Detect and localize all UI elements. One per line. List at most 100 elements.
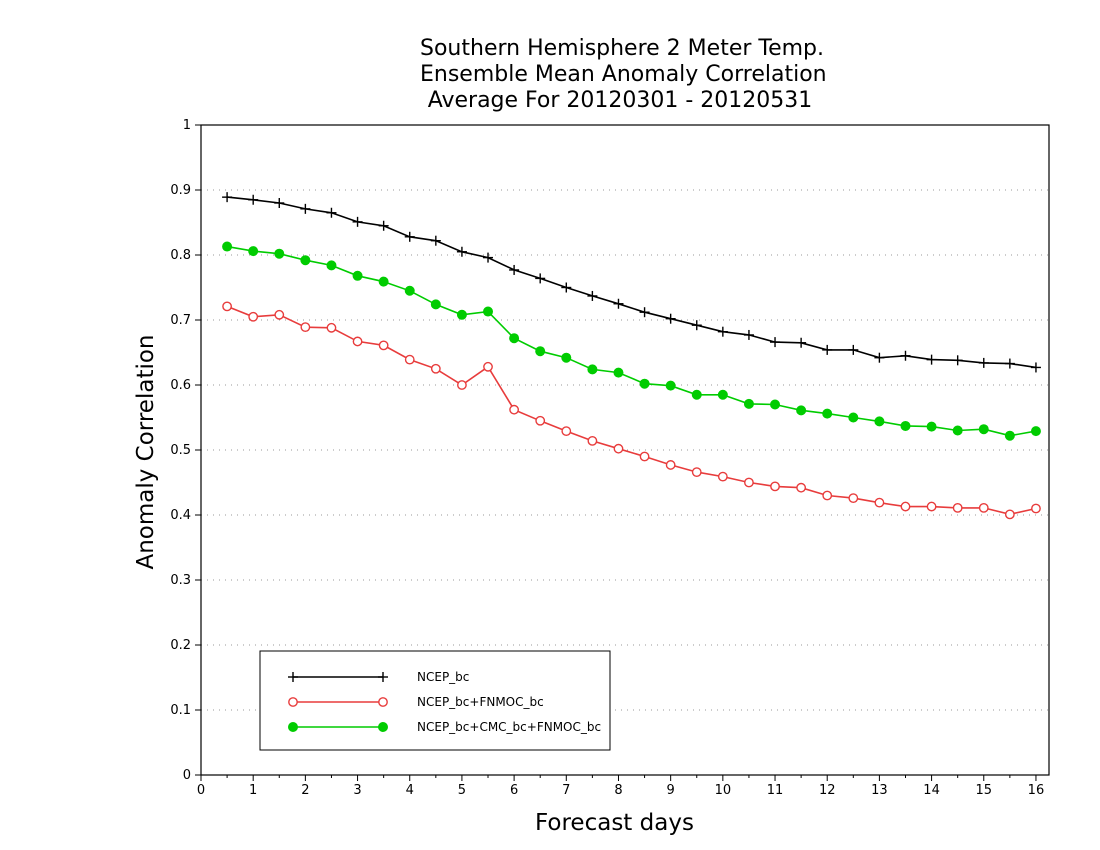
data-point-open-circle	[926, 501, 937, 512]
data-point-filled-circle	[222, 241, 233, 252]
data-point-filled-circle	[848, 412, 859, 423]
series-line	[226, 245, 1037, 437]
data-point-open-circle	[535, 415, 546, 426]
data-point-plus	[978, 357, 989, 368]
data-point-filled-circle	[1030, 426, 1041, 437]
data-point-plus	[483, 252, 494, 263]
data-point-plus	[796, 337, 807, 348]
data-point-plus	[456, 246, 467, 257]
x-tick-label: 7	[562, 783, 570, 798]
y-tick-label: 0.3	[170, 573, 191, 588]
data-point-open-circle	[848, 493, 859, 503]
y-tick-label: 1	[183, 118, 191, 133]
data-point-plus	[222, 192, 233, 203]
data-point-open-circle	[378, 340, 389, 351]
data-point-open-circle	[483, 361, 493, 372]
data-point-plus	[274, 198, 285, 208]
data-point-plus	[848, 344, 859, 355]
data-point-plus	[743, 329, 754, 340]
series-3	[222, 241, 1041, 441]
data-point-plus	[900, 350, 911, 361]
data-point-filled-circle	[561, 352, 572, 363]
x-axis-label: Forecast days	[535, 810, 694, 836]
data-point-filled-circle	[926, 421, 937, 432]
data-point-plus	[430, 235, 441, 246]
data-point-open-circle	[300, 322, 311, 333]
data-point-open-circle	[457, 380, 467, 390]
legend-label: NCEP_bc+CMC_bc+FNMOC_bc	[417, 720, 601, 734]
x-tick-label: 10	[715, 783, 732, 798]
data-point-plus	[613, 298, 624, 309]
data-point-filled-circle	[613, 367, 624, 378]
data-point-plus	[1030, 362, 1041, 373]
x-tick-label: 15	[975, 783, 992, 798]
x-tick-label: 16	[1028, 783, 1045, 798]
data-point-open-circle	[613, 443, 624, 454]
data-point-filled-circle	[770, 399, 781, 410]
chart-title-line-1: Southern Hemisphere 2 Meter Temp.	[420, 36, 825, 61]
data-point-open-circle	[326, 322, 337, 333]
series-line	[227, 196, 1037, 369]
data-point-plus	[248, 194, 259, 205]
data-point-plus	[587, 290, 598, 301]
x-tick-label: 5	[458, 783, 466, 798]
data-point-plus	[326, 207, 337, 218]
data-point-filled-circle	[300, 255, 311, 266]
data-point-plus	[378, 220, 389, 231]
data-point-filled-circle	[378, 276, 389, 287]
data-point-plus	[509, 264, 520, 275]
legend-box	[259, 650, 611, 751]
series-2	[222, 301, 1041, 520]
data-point-open-circle	[900, 501, 911, 512]
data-point-plus	[717, 326, 728, 337]
x-tick-label: 9	[667, 783, 675, 798]
data-point-filled-circle	[248, 246, 259, 257]
data-point-open-circle	[691, 467, 702, 477]
data-point-open-circle	[509, 404, 520, 415]
data-point-filled-circle	[639, 378, 650, 389]
data-point-plus	[300, 203, 311, 214]
y-tick-label: 0.7	[170, 313, 191, 328]
data-point-filled-circle	[352, 270, 363, 281]
data-point-plus	[561, 282, 572, 293]
data-point-filled-circle	[509, 333, 520, 344]
y-tick-label: 0.4	[170, 508, 191, 523]
x-tick-label: 13	[871, 783, 888, 798]
legend-label: NCEP_bc	[417, 670, 469, 684]
data-point-plus	[770, 337, 781, 348]
x-tick-label: 12	[819, 783, 836, 798]
data-point-filled-circle	[274, 248, 285, 259]
data-point-plus	[822, 344, 833, 355]
data-point-filled-circle	[822, 408, 833, 419]
data-point-plus	[288, 672, 298, 682]
data-point-plus	[874, 352, 885, 363]
data-point-filled-circle	[874, 416, 885, 427]
x-tick-label: 3	[353, 783, 361, 798]
data-point-filled-circle	[717, 389, 728, 400]
x-tick-label: 2	[301, 783, 309, 798]
data-point-filled-circle	[288, 722, 298, 732]
data-point-plus	[952, 355, 963, 366]
data-point-plus	[378, 672, 388, 682]
data-point-filled-circle	[430, 299, 441, 310]
chart-title-line-2: Ensemble Mean Anomaly Correlation	[420, 62, 827, 87]
y-tick-label: 0.6	[170, 378, 191, 393]
data-point-open-circle	[1031, 503, 1041, 514]
x-tick-label: 0	[197, 783, 205, 798]
data-point-open-circle	[352, 336, 363, 347]
data-point-open-circle	[717, 471, 728, 482]
data-point-open-circle	[378, 697, 388, 707]
series-1	[222, 192, 1041, 373]
x-tick-label: 1	[249, 783, 257, 798]
axis-ticks: 00.10.20.30.40.50.60.70.80.910 1 2 3 4 5 6 7 8 9 1…	[170, 118, 1044, 798]
series-line	[226, 305, 1037, 516]
data-point-open-circle	[744, 477, 754, 488]
data-point-open-circle	[952, 502, 963, 513]
data-point-open-circle	[561, 426, 572, 437]
data-point-plus	[691, 320, 702, 331]
data-point-filled-circle	[691, 389, 702, 400]
data-point-filled-circle	[743, 398, 754, 409]
data-point-plus	[352, 216, 363, 227]
data-point-filled-circle	[587, 364, 598, 375]
